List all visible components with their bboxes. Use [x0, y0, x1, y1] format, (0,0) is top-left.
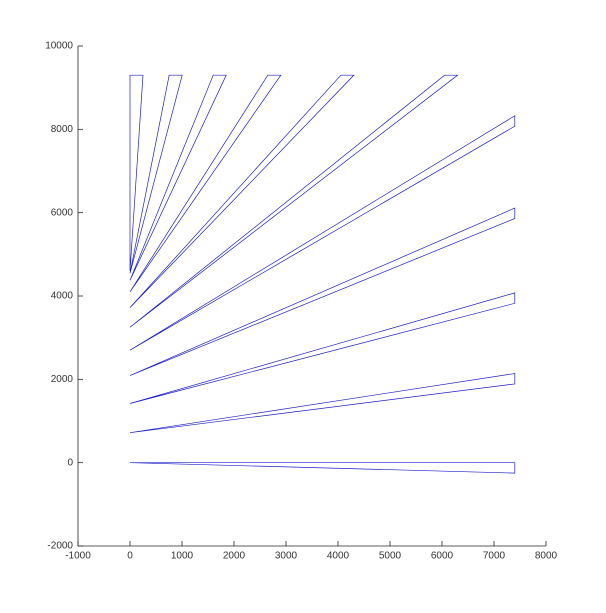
x-tick-label: 3000	[275, 551, 298, 562]
x-tick-label: 4000	[327, 551, 350, 562]
y-tick-label: 10000	[45, 41, 73, 52]
y-tick-label: 6000	[51, 207, 74, 218]
x-tick-label: 2000	[223, 551, 246, 562]
y-tick-label: 4000	[51, 291, 74, 302]
x-tick-label: 0	[127, 551, 133, 562]
y-tick-label: -2000	[47, 541, 73, 552]
x-tick-label: 6000	[431, 551, 454, 562]
x-tick-label: -1000	[65, 551, 91, 562]
line	[129, 74, 516, 474]
x-tick-label: 8000	[535, 551, 558, 562]
x-tick-label: 1000	[171, 551, 194, 562]
y-tick-label: 0	[67, 457, 73, 468]
y-tick-label: 2000	[51, 374, 74, 385]
x-tick-label: 5000	[379, 551, 402, 562]
y-tick-label: 8000	[51, 124, 74, 135]
x-tick-label: 7000	[483, 551, 506, 562]
